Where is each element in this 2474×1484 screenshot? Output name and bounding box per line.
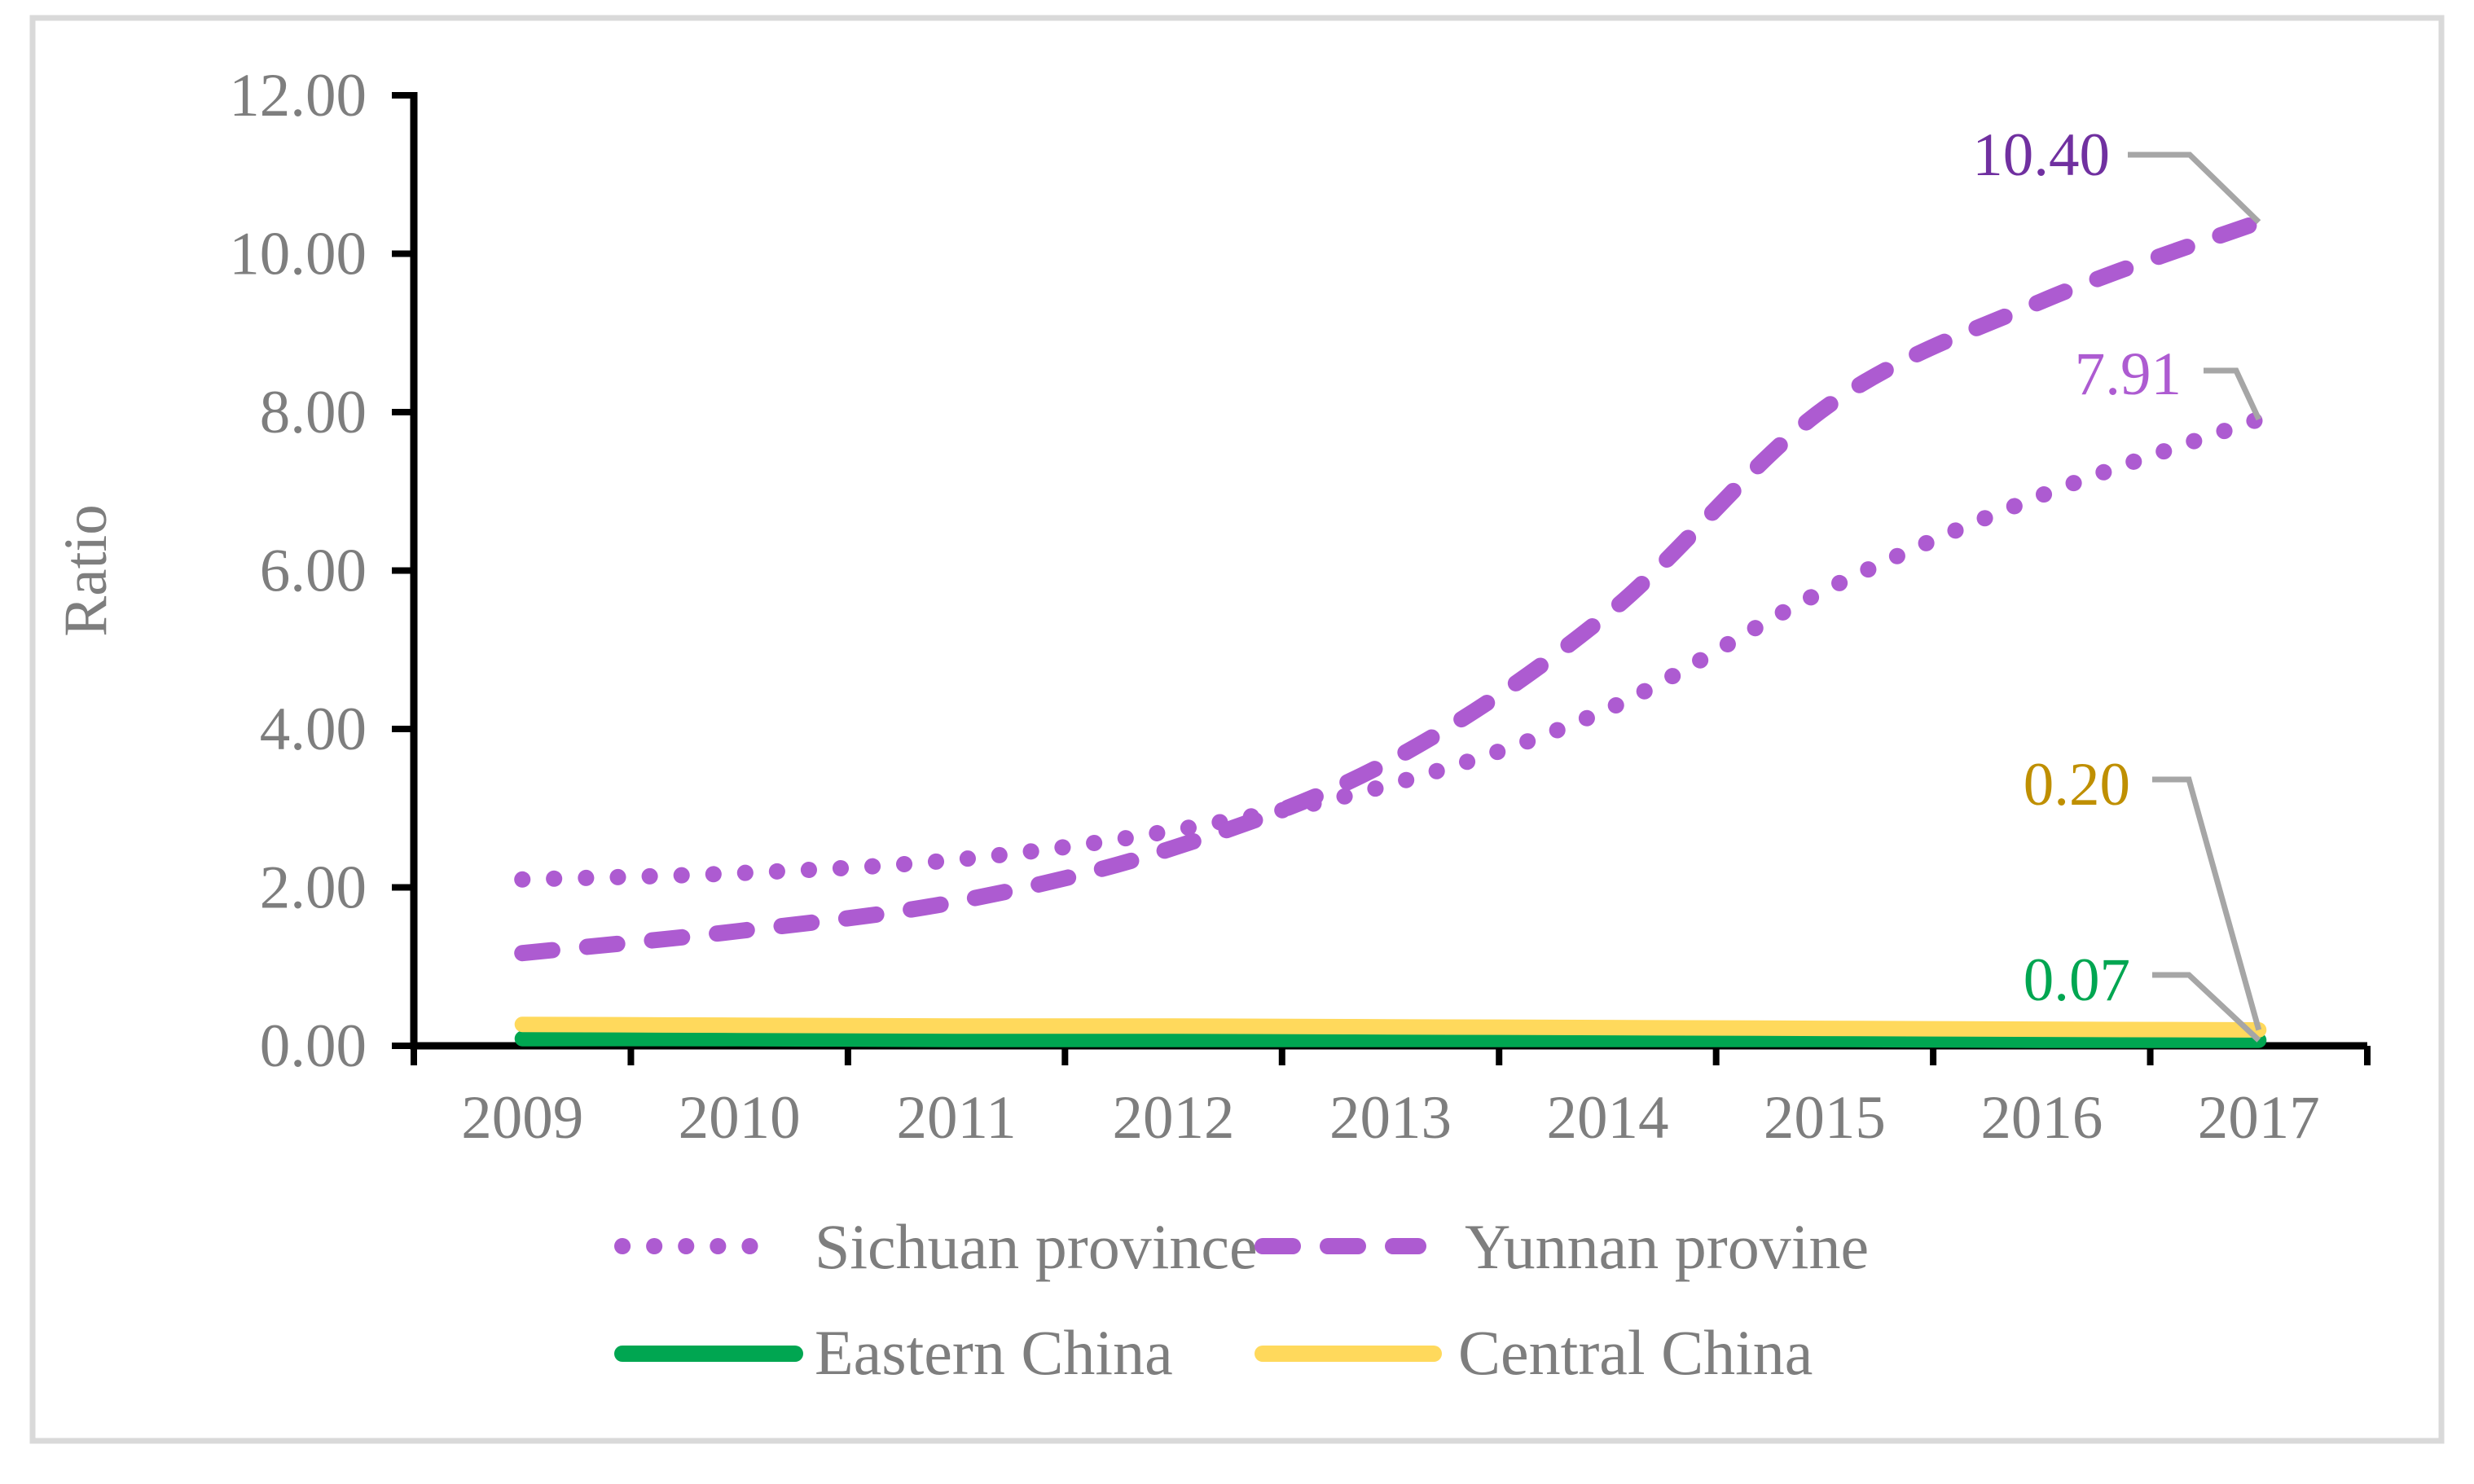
x-tick-label: 2015 — [1764, 1084, 1886, 1152]
y-tick-label: 4.00 — [260, 696, 367, 763]
series-line-central-china — [514, 1016, 2267, 1038]
x-tick-label: 2016 — [1980, 1084, 2103, 1152]
leader-line-yunnan-provine — [2128, 151, 2261, 225]
data-label-central-china: 0.20 — [2024, 751, 2130, 819]
series-line-eastern-china — [514, 1030, 2267, 1048]
legend-item-central-china: Central China — [1255, 1317, 1813, 1388]
series-line-sichuan-province — [514, 411, 2267, 888]
legend-item-yunnan-provine: Yunnan provine — [1255, 1211, 1869, 1282]
legend-label-yunnan-provine: Yunnan provine — [1465, 1211, 1869, 1282]
legend-item-eastern-china: Eastern China — [614, 1317, 1173, 1388]
data-label-eastern-china: 0.07 — [2024, 946, 2130, 1014]
leader-line-sichuan-province — [2204, 367, 2261, 421]
y-tick-label: 0.00 — [260, 1012, 367, 1080]
x-tick-label: 2011 — [897, 1084, 1017, 1152]
data-label-sichuan-province: 7.91 — [2075, 340, 2182, 408]
x-tick-label: 2012 — [1113, 1084, 1235, 1152]
y-axis-title: Ratio — [52, 504, 120, 637]
series-line-yunnan-provine — [514, 213, 2267, 962]
x-tick-label: 2014 — [1546, 1084, 1668, 1152]
legend-label-sichuan-province: Sichuan province — [815, 1211, 1258, 1282]
y-tick-label: 10.00 — [229, 221, 367, 288]
leader-line-central-china — [2152, 776, 2262, 1031]
y-tick-label: 12.00 — [229, 62, 367, 130]
legend: Sichuan province Yunnan provine Eastern Ch… — [614, 1211, 1869, 1388]
axis-ticks — [392, 92, 2371, 1065]
x-tick-label: 2010 — [679, 1084, 801, 1152]
leader-line-eastern-china — [2152, 972, 2261, 1043]
data-label-yunnan-provine: 10.40 — [1972, 121, 2110, 189]
y-tick-label: 8.00 — [260, 379, 367, 446]
y-tick-label: 2.00 — [260, 854, 367, 922]
legend-item-sichuan-province: Sichuan province — [614, 1211, 1258, 1282]
x-tick-label: 2017 — [2198, 1084, 2320, 1152]
y-tick-label: 6.00 — [260, 538, 367, 605]
legend-label-eastern-china: Eastern China — [815, 1317, 1173, 1388]
figure-border — [29, 15, 2445, 1444]
legend-label-central-china: Central China — [1458, 1317, 1813, 1388]
x-tick-label: 2009 — [461, 1084, 583, 1152]
x-tick-label: 2013 — [1329, 1084, 1452, 1152]
